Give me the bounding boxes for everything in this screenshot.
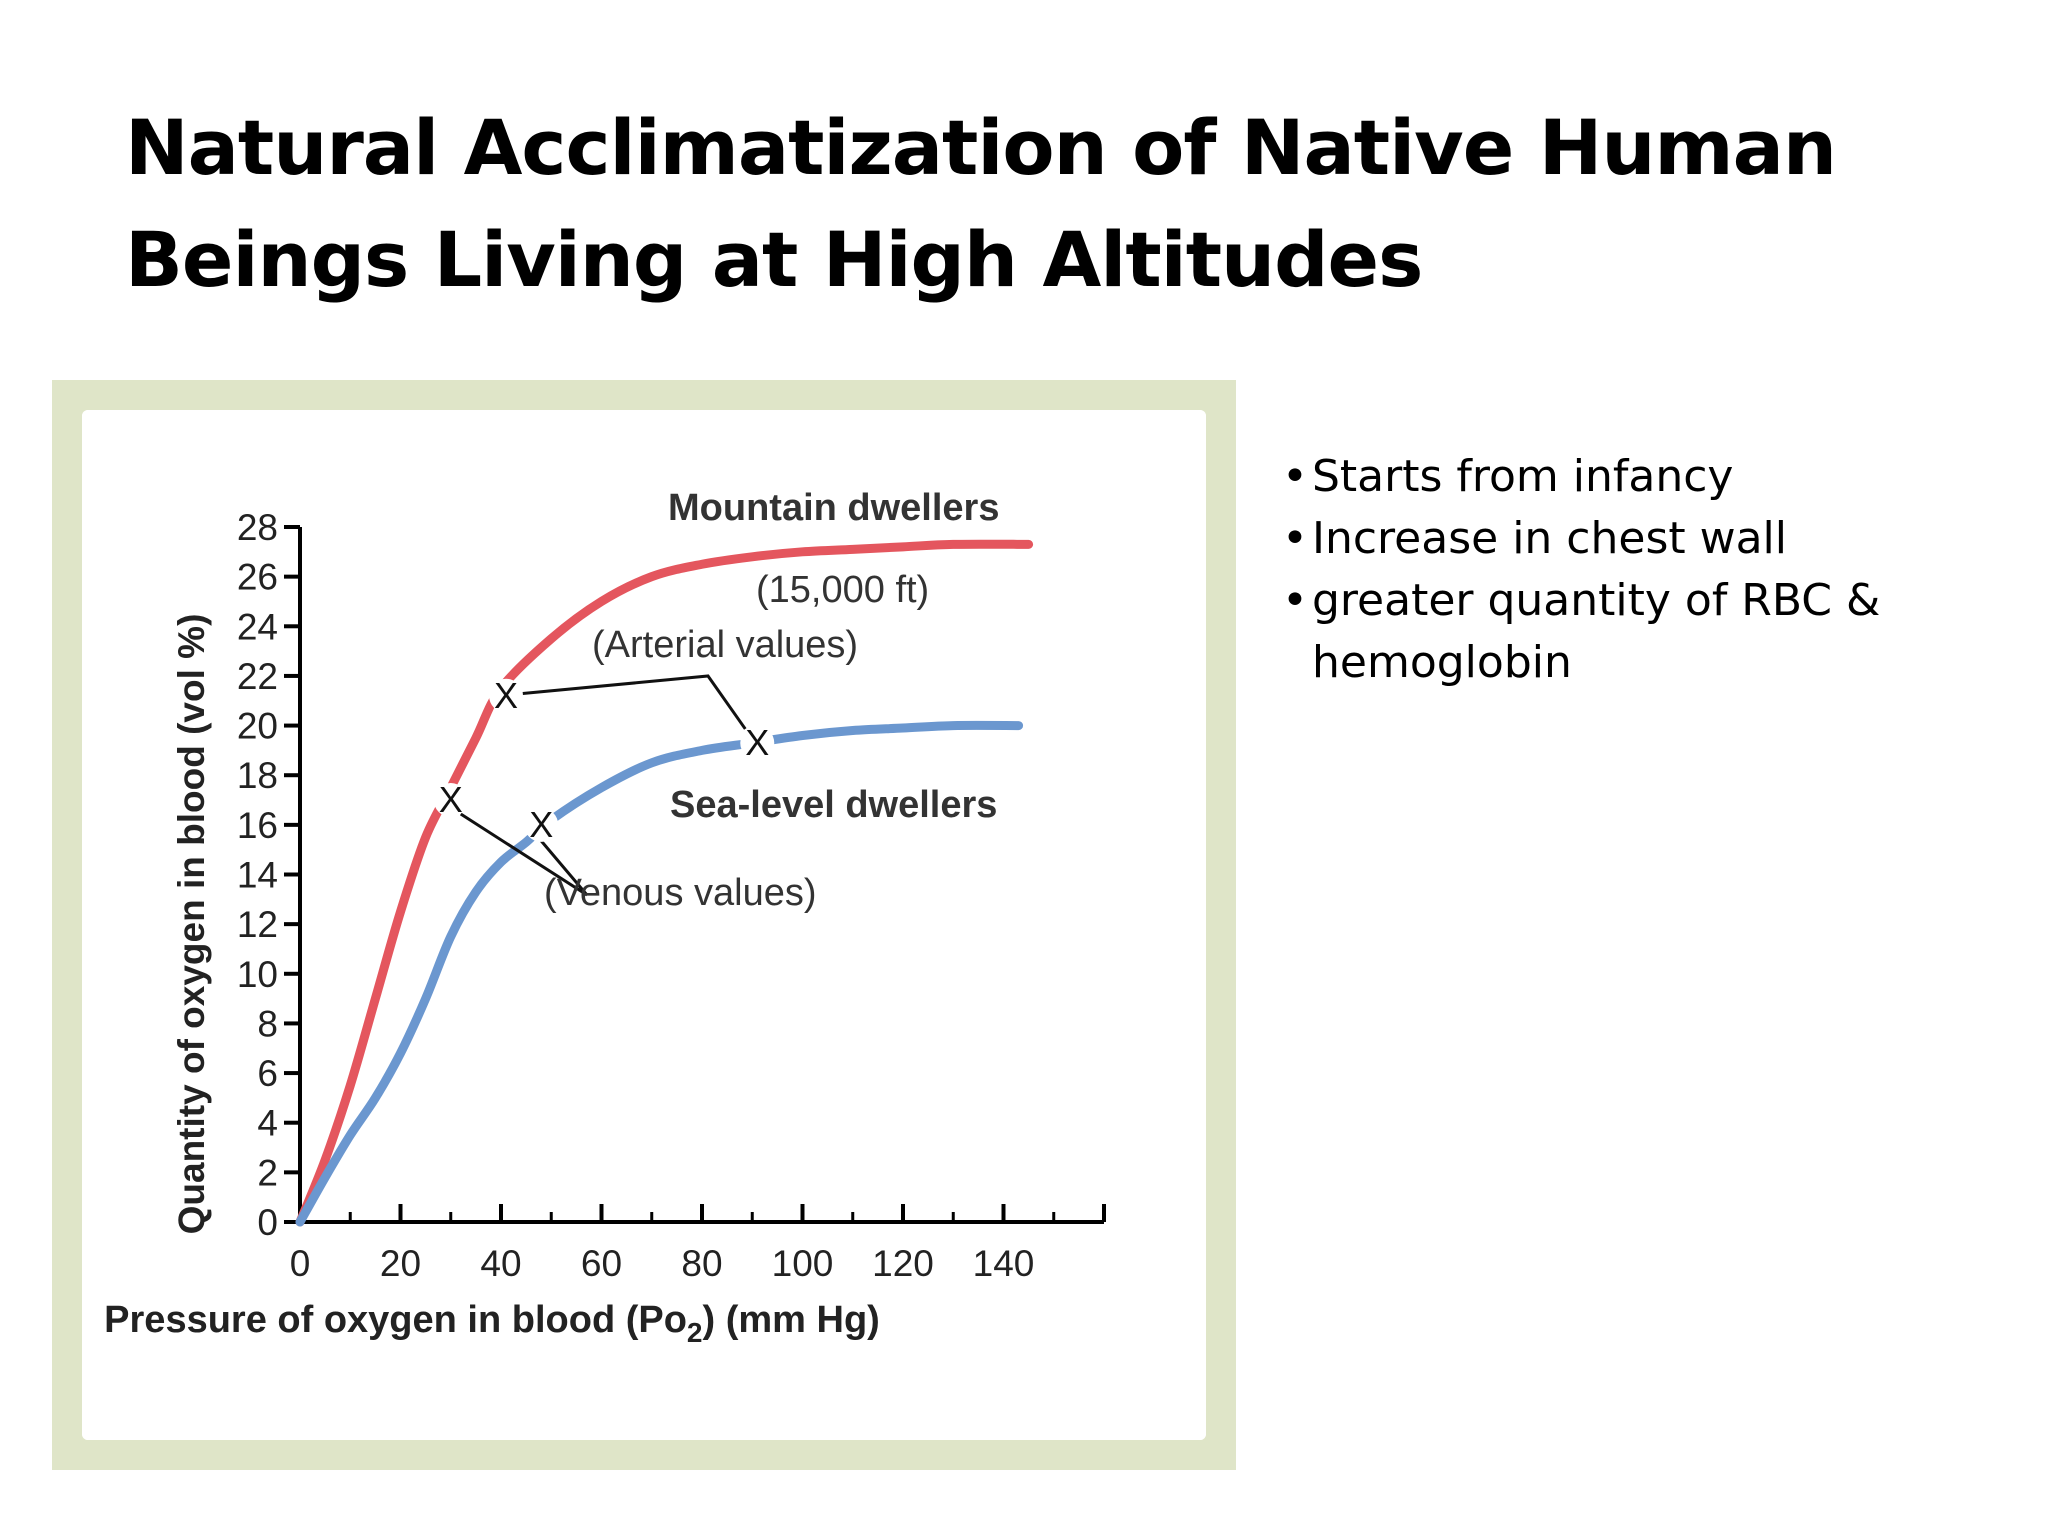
- x-tick-label: 60: [581, 1243, 622, 1284]
- bullet-item: • Starts from infancy: [1282, 446, 2022, 508]
- y-tick-label: 14: [237, 855, 278, 896]
- x-axis-label-tail: ) (mm Hg): [703, 1299, 880, 1341]
- bullet-list: • Starts from infancy • Increase in chest …: [1282, 446, 2022, 694]
- bullet-item: • Increase in chest wall: [1282, 508, 2022, 570]
- slide-title-line-1: Natural Acclimatization of Native Human: [125, 103, 1837, 192]
- annotation-leader-lines: [459, 674, 747, 897]
- bullet-text: greater quantity of RBC & hemoglobin: [1312, 575, 1881, 688]
- x-tick-label: 40: [480, 1243, 521, 1284]
- bullet-icon: •: [1282, 513, 1308, 564]
- venous-leader-line: [459, 812, 589, 897]
- bullet-text: Increase in chest wall: [1312, 513, 1787, 564]
- venous-marker: X: [439, 779, 463, 820]
- x-tick-label: 80: [681, 1243, 722, 1284]
- marker-halo: [489, 678, 524, 713]
- arterial-leader-line: [519, 674, 747, 730]
- y-tick-label: 6: [257, 1053, 278, 1094]
- marker-halo: [433, 783, 468, 818]
- y-tick-label: 0: [257, 1202, 278, 1243]
- y-tick-label: 24: [237, 606, 278, 647]
- x-tick-label: 140: [973, 1243, 1035, 1284]
- venous-marker: X: [529, 804, 553, 845]
- slide-title-line-2: Beings Living at High Altitudes: [125, 215, 1423, 304]
- series-label-mountain: Mountain dwellers: [668, 487, 999, 529]
- mountain-dwellers-curve: [295, 539, 1034, 1227]
- y-tick-label: 16: [237, 805, 278, 846]
- bullet-icon: •: [1282, 451, 1308, 502]
- arterial-marker: X: [494, 675, 518, 716]
- x-axis-label: Pressure of oxygen in blood (Po2) (mm Hg…: [104, 1299, 880, 1348]
- x-tick-label: 120: [872, 1243, 934, 1284]
- series-label-sea-level: Sea-level dwellers: [670, 784, 997, 826]
- bullet-item: • greater quantity of RBC & hemoglobin: [1282, 570, 2022, 694]
- y-tick-label: 26: [237, 557, 278, 598]
- y-tick-label: 20: [237, 706, 278, 747]
- annotation-altitude: (15,000 ft): [756, 569, 929, 611]
- annotation-arterial-values: (Arterial values): [592, 624, 858, 666]
- y-tick-label: 22: [237, 656, 278, 697]
- marker-halo: [740, 725, 775, 760]
- y-axis-label: Quantity of oxygen in blood (vol %): [171, 614, 212, 1235]
- y-tick-label: 18: [237, 755, 278, 796]
- y-tick-label: 2: [257, 1152, 278, 1193]
- bullet-text: Starts from infancy: [1312, 451, 1734, 502]
- chart-markers: X X X X: [433, 675, 775, 845]
- annotation-venous-values: (Venous values): [544, 872, 817, 914]
- x-axis-ticks: 0 20 40 60 80 100 120 140: [290, 1204, 1056, 1284]
- bullet-icon: •: [1282, 575, 1308, 626]
- y-tick-label: 10: [237, 954, 278, 995]
- slide-title: Natural Acclimatization of Native Human …: [125, 92, 1885, 316]
- x-axis-label-main: Pressure of oxygen in blood (Po: [104, 1299, 687, 1341]
- y-tick-label: 4: [257, 1103, 278, 1144]
- x-tick-label: 100: [772, 1243, 834, 1284]
- y-tick-label: 28: [237, 507, 278, 548]
- x-axis-label-subscript: 2: [687, 1317, 703, 1348]
- x-tick-label: 20: [380, 1243, 421, 1284]
- x-tick-label: 0: [290, 1243, 311, 1284]
- y-tick-label: 12: [237, 904, 278, 945]
- arterial-marker: X: [745, 722, 769, 763]
- marker-halo: [524, 807, 559, 842]
- y-tick-label: 8: [257, 1003, 278, 1044]
